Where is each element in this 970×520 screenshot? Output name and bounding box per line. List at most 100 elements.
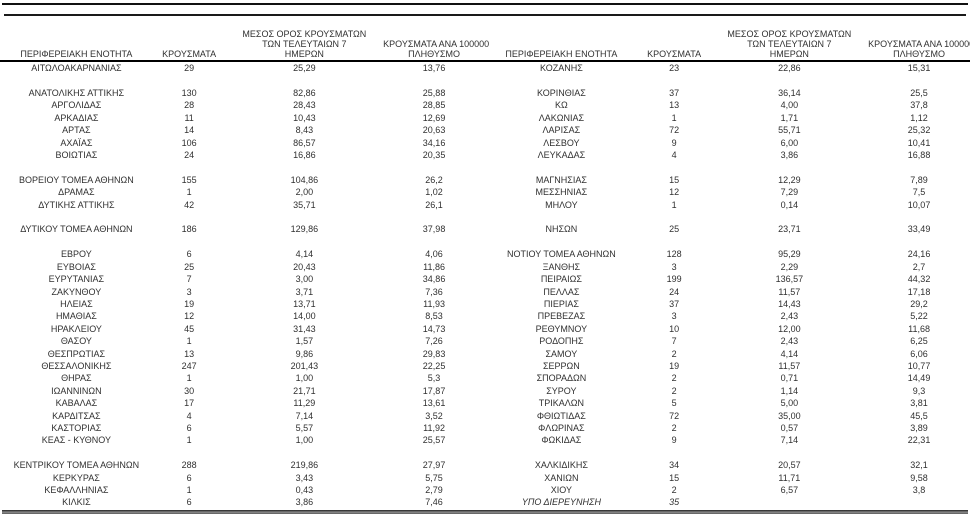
column-header-cases: ΚΡΟΥΣΜΑΤΑ [647,49,702,59]
cases-cell: 186 [181,224,197,235]
cases-cell: 9 [671,435,677,446]
per-100k-cell: 10,77 [907,360,931,371]
per-100k-cell: 10,41 [907,137,931,148]
table-header-row: ΠΕΡΙΦΕΡΕΙΑΚΗ ΕΝΟΤΗΤΑ ΚΡΟΥΣΜΑΤΑ ΜΕΣΟΣ ΟΡΟ… [485,16,970,62]
cases-cell: 14 [184,125,195,136]
per-100k-cell: 7,89 [910,174,928,185]
table-row: ΕΒΡΟΥ 6 4,14 4,06 [0,248,485,260]
region-name-cell: ΣΑΜΟΥ [545,348,578,359]
cases-cell: 288 [181,460,197,471]
table-row: ΕΥΒΟΙΑΣ 25 20,43 11,86 [0,261,485,273]
avg-7day-cell: 11,71 [778,472,801,483]
cases-cell: 6 [186,472,192,483]
cases-cell: 37 [669,88,680,99]
table-body: ΚΟΖΑΝΗΣ 23 22,86 15,31 ΚΟΡΙΝΘΙΑΣ 37 36,14 25,5 Κ… [485,62,970,509]
table-row: ΜΗΛΟΥ 1 0,14 10,07 [485,198,970,210]
region-name-cell: ΚΕΡΚΥΡΑΣ [52,472,100,483]
avg-7day-cell: 14,00 [293,311,316,322]
per-100k-cell: 37,8 [910,100,928,111]
cases-cell: 6 [186,422,192,433]
cases-cell: 199 [666,274,682,285]
avg-7day-cell: 13,71 [293,298,316,309]
table-spacer-row [485,74,970,86]
per-100k-cell: 7,26 [425,336,443,347]
table-row: ΧΑΛΚΙΔΙΚΗΣ 34 20,57 32,1 [485,459,970,471]
avg-7day-cell: 1,00 [295,373,314,384]
table-spacer-row [0,236,485,248]
per-100k-cell: 44,32 [907,274,931,285]
cases-cell: 12 [669,187,680,198]
cases-cell: 12 [184,311,195,322]
column-header-avg-7day: ΜΕΣΟΣ ΟΡΟΣ ΚΡΟΥΣΜΑΤΩΝ ΤΩΝ ΤΕΛΕΥΤΑΙΩΝ 7 Η… [727,29,852,59]
avg-7day-cell: 5,00 [780,398,799,409]
avg-7day-cell: 7,14 [780,435,799,446]
per-100k-cell: 6,25 [910,336,928,347]
region-name-cell: ΛΕΥΚΑΔΑΣ [537,150,586,161]
per-100k-cell: 11,86 [423,261,445,272]
avg-7day-cell: 0,14 [780,199,799,210]
per-100k-cell: 25,88 [422,88,446,99]
avg-7day-cell: 3,43 [295,472,314,483]
region-name-cell: ΚΕΦΑΛΛΗΝΙΑΣ [44,485,109,496]
cases-cell: 19 [184,298,195,309]
cases-cell: 6 [186,249,192,260]
per-100k-cell: 7,46 [425,497,443,508]
top-rule-2 [4,14,966,16]
region-name-cell: ΧΑΛΚΙΔΙΚΗΣ [534,460,588,471]
cases-cell: 4 [671,150,677,161]
table-row: ΤΡΙΚΑΛΩΝ 5 5,00 3,81 [485,397,970,409]
region-name-cell: ΜΑΓΝΗΣΙΑΣ [535,174,587,185]
avg-7day-cell: 28,43 [293,100,316,111]
table-row: ΑΙΤΩΛΟΑΚΑΡΝΑΝΙΑΣ 29 25,29 13,76 [0,62,485,74]
region-name-cell: ΠΡΕΒΕΖΑΣ [537,311,586,322]
region-name-cell: ΗΜΑΘΙΑΣ [55,311,97,322]
table-row: ΠΙΕΡΙΑΣ 37 14,43 29,2 [485,298,970,310]
avg-7day-cell: 11,57 [778,360,801,371]
cases-cell: 29 [184,63,195,74]
table-row: ΚΟΡΙΝΘΙΑΣ 37 36,14 25,5 [485,87,970,99]
avg-7day-cell: 10,43 [293,112,316,123]
cases-cell: 11 [184,112,194,123]
region-name-cell: ΜΕΣΣΗΝΙΑΣ [535,187,588,198]
table-row: ΝΗΣΩΝ 25 23,71 33,49 [485,223,970,235]
avg-7day-cell: 1,71 [780,112,799,123]
table-row: ΠΕΛΛΑΣ 24 11,57 17,18 [485,285,970,297]
region-name-cell: ΝΗΣΩΝ [545,224,578,235]
region-name-cell: ΚΟΡΙΝΘΙΑΣ [536,88,586,99]
region-name-cell: ΖΑΚΥΝΘΟΥ [51,286,102,297]
table-row: ΦΛΩΡΙΝΑΣ 2 0,57 3,89 [485,422,970,434]
table-spacer-row [0,161,485,173]
region-name-cell: ΧΙΟΥ [550,485,572,496]
region-name-cell: ΜΗΛΟΥ [545,199,578,210]
cases-cell: 24 [669,286,680,297]
cases-cell: 24 [184,150,195,161]
region-name-cell: ΚΑΣΤΟΡΙΑΣ [51,422,102,433]
cases-cell: 130 [181,88,197,99]
avg-7day-cell: 6,57 [780,485,799,496]
per-100k-cell: 29,2 [910,298,928,309]
cases-cell: 17 [184,398,195,409]
cases-cell: 7 [671,336,677,347]
table-row: ΣΠΟΡΑΔΩΝ 2 0,71 14,49 [485,372,970,384]
avg-7day-cell: 5,57 [295,422,314,433]
table-row: ΑΡΚΑΔΙΑΣ 11 10,43 12,69 [0,112,485,124]
cases-cell: 2 [671,348,677,359]
avg-7day-cell: 0,43 [295,485,314,496]
cases-cell: 155 [181,174,197,185]
avg-7day-cell: 86,57 [293,137,316,148]
table-row: ΑΧΑΪΑΣ 106 86,57 34,16 [0,136,485,148]
table-row: ΗΛΕΙΑΣ 19 13,71 11,93 [0,298,485,310]
avg-7day-cell: 1,57 [295,336,314,347]
table-spacer-row [485,236,970,248]
avg-7day-cell: 36,14 [778,88,801,99]
cases-cell: 1 [671,112,677,123]
region-name-cell: ΦΘΙΩΤΙΔΑΣ [536,410,586,421]
table-row: ΒΟΡΕΙΟΥ ΤΟΜΕΑ ΑΘΗΝΩΝ 155 104,86 26,2 [0,174,485,186]
table-spacer-row [485,211,970,223]
avg-7day-cell: 0,71 [780,373,799,384]
region-name-cell: ΡΕΘΥΜΝΟΥ [535,323,588,334]
region-name-cell: ΑΡΓΟΛΙΔΑΣ [51,100,102,111]
avg-7day-cell: 4,14 [780,348,799,359]
per-100k-cell: 32,1 [910,460,928,471]
